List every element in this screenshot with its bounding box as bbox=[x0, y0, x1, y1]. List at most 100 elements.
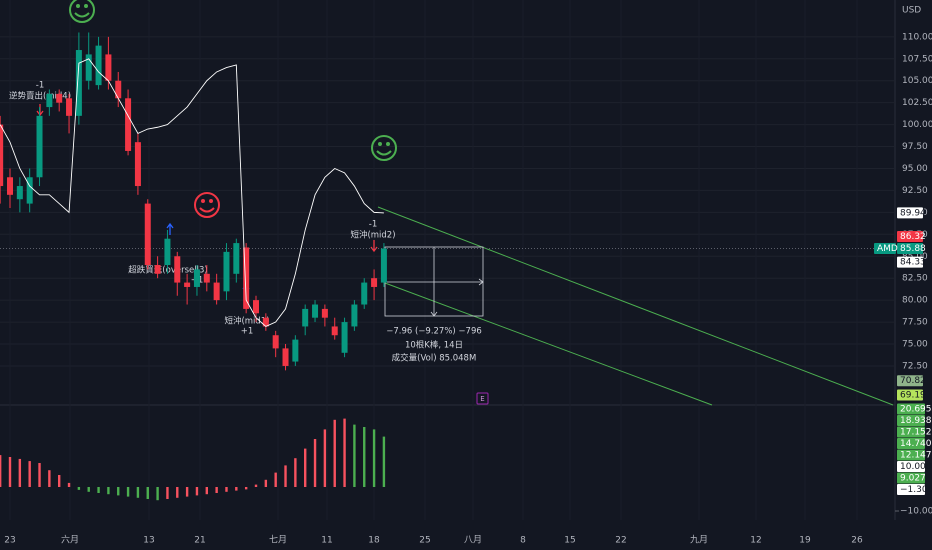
histogram-bar bbox=[87, 487, 90, 492]
y-tick-label: 97.50 bbox=[902, 142, 928, 152]
price-marker bbox=[897, 256, 923, 268]
event-label[interactable]: E bbox=[480, 395, 484, 403]
x-tick-label: 25 bbox=[419, 536, 430, 546]
histogram-bar bbox=[0, 455, 2, 488]
histogram-bar bbox=[8, 457, 12, 488]
candle-body bbox=[282, 348, 289, 366]
indicator-marker-label: 12.147 bbox=[900, 451, 932, 461]
y-tick-label: 110.00 bbox=[902, 32, 932, 42]
histogram-bar bbox=[176, 487, 179, 498]
histogram-bar bbox=[48, 470, 51, 488]
candle-body bbox=[95, 45, 102, 86]
indicator-marker bbox=[897, 484, 925, 495]
histogram-bar bbox=[304, 448, 307, 488]
candle-body bbox=[292, 339, 299, 362]
candle-body bbox=[312, 304, 319, 318]
histogram-bar bbox=[294, 458, 297, 488]
measure-arrows bbox=[430, 278, 484, 317]
price-marker-label: 70.82 bbox=[900, 376, 926, 386]
indicator-marker bbox=[897, 438, 925, 449]
candle-body bbox=[331, 326, 338, 336]
histogram-bar bbox=[363, 427, 366, 488]
histogram-bar bbox=[323, 429, 327, 488]
x-tick-label: 八月 bbox=[464, 535, 482, 546]
event-box[interactable] bbox=[476, 392, 489, 405]
y-tick-label: 75.00 bbox=[902, 340, 928, 350]
candle-body bbox=[164, 238, 171, 266]
price-marker-label: 69.19 bbox=[900, 390, 926, 400]
indicator-marker-label: 10.000 bbox=[900, 462, 932, 472]
price-marker-label: 84.33 bbox=[900, 258, 926, 268]
histogram-bar bbox=[284, 465, 287, 488]
y-tick-label: 107.50 bbox=[902, 54, 932, 64]
price-marker-label: 86.32 bbox=[900, 232, 926, 242]
measure-text: 10根K棒, 14日 bbox=[405, 340, 463, 351]
measure-text: 成交量(Vol) 85.048M bbox=[392, 353, 477, 364]
y-tick-label: 95.00 bbox=[902, 164, 928, 174]
indicator-marker bbox=[897, 403, 925, 415]
x-tick-label: 12 bbox=[750, 536, 761, 546]
candle-body bbox=[243, 247, 250, 309]
price-marker bbox=[897, 243, 923, 255]
y-tick-label: 105.00 bbox=[902, 76, 932, 86]
histogram-bar bbox=[38, 463, 41, 488]
buy-arrow bbox=[166, 222, 174, 235]
candle-body bbox=[253, 300, 259, 314]
indicator-marker-label: 18.938 bbox=[900, 416, 932, 426]
histogram-bar bbox=[225, 487, 228, 492]
annotation: +1 bbox=[241, 327, 254, 337]
candle-body bbox=[56, 93, 63, 103]
histogram-bar bbox=[156, 487, 159, 501]
histogram-bar bbox=[77, 487, 81, 490]
x-tick-label: 21 bbox=[194, 536, 205, 546]
price-marker bbox=[897, 389, 923, 401]
candle-body bbox=[233, 243, 240, 274]
histogram-bar bbox=[254, 484, 258, 488]
candle-body bbox=[341, 322, 348, 353]
indicator-tick-label: −10.000 bbox=[900, 507, 932, 517]
histogram-bar bbox=[117, 487, 120, 496]
x-tick-label: 23 bbox=[4, 536, 15, 546]
candle-body bbox=[361, 282, 368, 305]
histogram-bar bbox=[97, 487, 100, 494]
price-marker bbox=[897, 207, 923, 219]
currency-label: USD bbox=[902, 6, 921, 16]
indicator-marker bbox=[897, 426, 925, 438]
candle-body bbox=[115, 80, 122, 99]
candle-body bbox=[380, 248, 387, 283]
histogram-bar bbox=[67, 482, 71, 488]
smiley bbox=[194, 192, 220, 218]
smiley bbox=[371, 135, 397, 161]
candle-body bbox=[0, 124, 4, 187]
indicator-marker-label: 20.695 bbox=[900, 405, 932, 415]
candle-body bbox=[184, 282, 191, 287]
candle-body bbox=[134, 142, 141, 187]
candle-body bbox=[36, 115, 43, 178]
x-tick-label: 15 bbox=[564, 536, 575, 546]
candle-body bbox=[66, 98, 73, 116]
candle-body bbox=[272, 335, 279, 349]
symbol-label: AMD bbox=[877, 244, 898, 254]
price-marker-label: 89.94 bbox=[900, 208, 926, 218]
candle-body bbox=[16, 186, 23, 200]
histogram-bar bbox=[185, 487, 189, 497]
candle-body bbox=[351, 304, 358, 327]
y-tick-label: 77.50 bbox=[902, 318, 928, 328]
x-tick-label: 九月 bbox=[690, 535, 708, 546]
measure-text: −7.96 (−9.27%) −796 bbox=[386, 327, 482, 337]
smiley bbox=[69, 0, 95, 23]
x-tick-label: 26 bbox=[851, 536, 863, 546]
candle-body bbox=[85, 54, 92, 81]
histogram-bar bbox=[264, 479, 268, 488]
price-marker-label: 85.88 bbox=[900, 244, 926, 254]
indicator-marker bbox=[897, 415, 925, 426]
histogram-bar bbox=[313, 439, 317, 488]
histogram-bar bbox=[107, 487, 110, 495]
candle-body bbox=[203, 273, 210, 283]
annotation: 超跌買進(oversell3) bbox=[128, 265, 207, 276]
candle-body bbox=[144, 203, 151, 266]
price-marker bbox=[897, 375, 923, 387]
annotation: -1 bbox=[369, 220, 377, 230]
histogram-bar bbox=[382, 436, 386, 488]
